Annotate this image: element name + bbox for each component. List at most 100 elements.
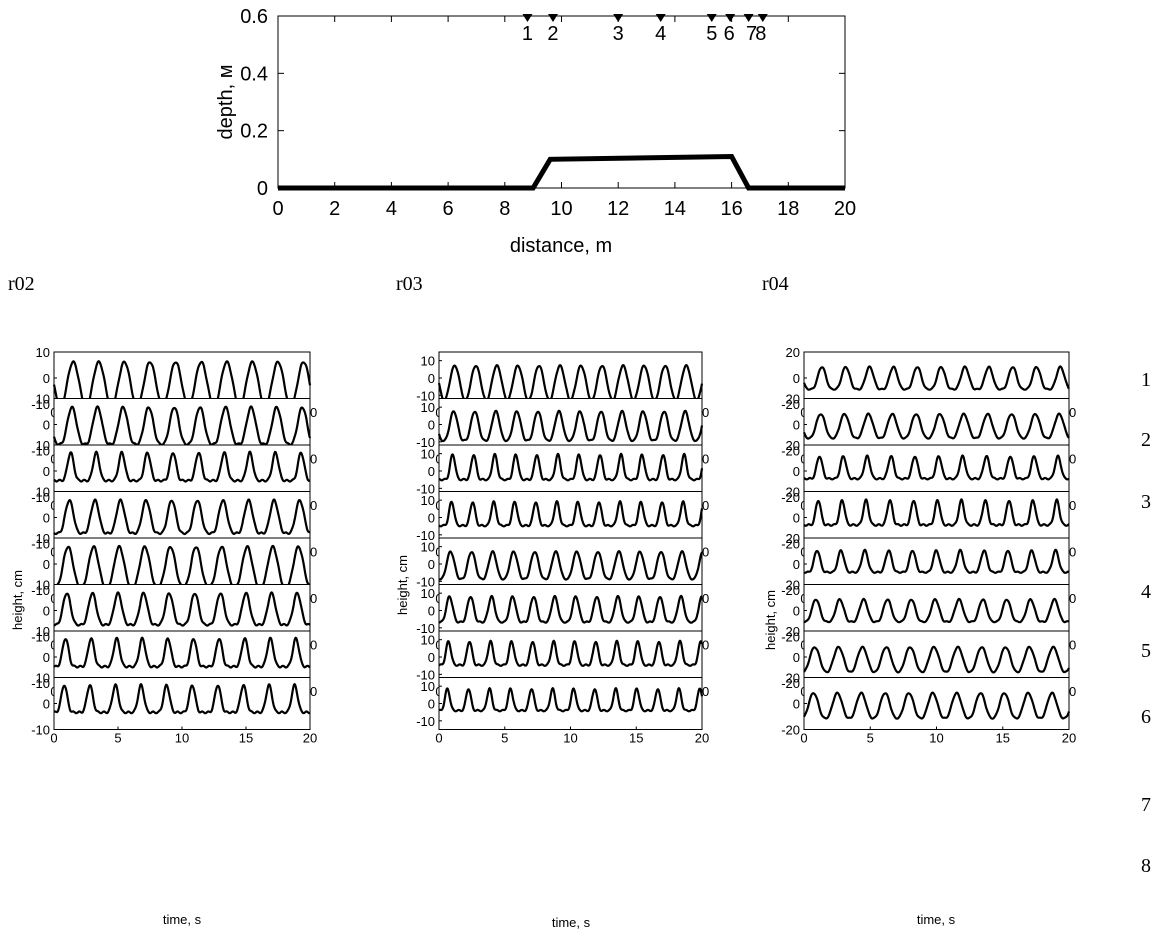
- y-tick-label: 10: [36, 345, 50, 360]
- profile-y-tick-label: 0.6: [240, 6, 268, 28]
- wave-record-line: [53, 450, 311, 483]
- y-tick-label: 0: [793, 650, 800, 665]
- y-tick-label: 0: [428, 418, 435, 433]
- y-tick-label: -10: [416, 435, 435, 450]
- profile-x-tick-label: 16: [720, 198, 742, 220]
- r04-y-axis-label: height, cm: [763, 590, 778, 650]
- y-tick-label: 0: [43, 650, 50, 665]
- gauge-label: 4: [655, 23, 666, 45]
- y-tick-label: -20: [781, 583, 800, 598]
- y-tick-label: 0: [793, 418, 800, 433]
- row-label: 2: [1141, 429, 1151, 451]
- profile-y-tick-label: 0.4: [240, 63, 268, 85]
- y-tick-label: -10: [31, 537, 50, 552]
- wave-record-line: [802, 365, 1070, 391]
- panel-frame: [438, 398, 703, 451]
- y-tick-label: 20: [786, 671, 800, 686]
- r02-wave-records: 05101520-1001005101520-1001005101520-100…: [31, 345, 317, 746]
- y-tick-label: 10: [421, 493, 435, 508]
- y-tick-label: 0: [43, 418, 50, 433]
- wave-record-line: [803, 597, 1070, 624]
- y-tick-label: -10: [31, 490, 50, 505]
- panel-frame: [438, 537, 703, 591]
- y-tick-label: 0: [793, 511, 800, 526]
- gauge-marker: [725, 14, 736, 22]
- wave-record-line: [803, 691, 1071, 720]
- row-label: 7: [1141, 794, 1151, 816]
- profile-x-tick-label: 10: [550, 198, 572, 220]
- row-label: 1: [1141, 369, 1151, 391]
- gauge-label: 8: [755, 23, 766, 45]
- wave-record-line: [803, 645, 1070, 674]
- x-tick-label: 20: [1062, 731, 1076, 746]
- x-tick-label: 20: [695, 731, 709, 746]
- panel-frame: [53, 677, 311, 730]
- y-tick-label: -10: [31, 723, 50, 738]
- row-label: 6: [1141, 706, 1151, 728]
- wave-record-line: [438, 639, 704, 667]
- y-tick-label: 20: [786, 531, 800, 546]
- x-tick-label: 5: [114, 731, 121, 746]
- profile-x-axis-label: distance, m: [510, 235, 612, 257]
- panel-frame: [438, 351, 703, 405]
- y-tick-label: 20: [786, 392, 800, 407]
- y-tick-label: 0: [428, 650, 435, 665]
- panel-frame: [803, 537, 1070, 591]
- profile-x-tick-label: 20: [834, 198, 856, 220]
- row-label: 4: [1141, 581, 1151, 603]
- wave-record-line: [803, 548, 1070, 574]
- y-tick-label: 0: [428, 697, 435, 712]
- r03-x-axis-label: time, s: [552, 915, 591, 930]
- y-tick-label: 0: [43, 557, 50, 572]
- profile-x-tick-label: 6: [443, 198, 454, 220]
- y-tick-label: 0: [43, 697, 50, 712]
- profile-y-axis-label: depth, м: [215, 65, 237, 140]
- y-tick-label: 0: [428, 371, 435, 386]
- y-tick-label: 10: [421, 447, 435, 462]
- profile-x-tick-label: 18: [777, 198, 799, 220]
- r02-y-axis-label: height, cm: [10, 570, 25, 630]
- y-tick-label: -10: [416, 481, 435, 496]
- y-tick-label: 10: [36, 578, 50, 593]
- y-tick-label: 0: [793, 464, 800, 479]
- x-tick-label: 20: [303, 731, 317, 746]
- y-tick-label: -20: [781, 397, 800, 412]
- x-tick-label: 0: [800, 731, 807, 746]
- y-tick-label: -10: [416, 388, 435, 403]
- y-tick-label: 10: [421, 400, 435, 415]
- y-tick-label: -10: [31, 397, 50, 412]
- row-label: 8: [1141, 855, 1151, 877]
- wave-record-line: [438, 687, 704, 713]
- column-title-r03: r03: [396, 273, 423, 295]
- y-tick-label: 0: [43, 604, 50, 619]
- panel-frame: [803, 398, 1070, 451]
- wave-record-line: [53, 591, 311, 627]
- wave-record-line: [53, 636, 311, 669]
- panel-frame: [438, 491, 703, 544]
- r04-wave-records: 05101520-2002005101520-2002005101520-200…: [781, 345, 1076, 746]
- gauge-label: 2: [547, 23, 558, 45]
- wave-record-line: [438, 500, 704, 528]
- y-tick-label: -10: [31, 676, 50, 691]
- gauge-marker: [547, 14, 558, 22]
- panel-frame: [438, 584, 703, 637]
- y-tick-label: -10: [416, 667, 435, 682]
- y-tick-label: 10: [36, 438, 50, 453]
- x-tick-label: 5: [867, 731, 874, 746]
- r03-y-axis-label: height, cm: [395, 555, 410, 615]
- y-tick-label: 10: [421, 586, 435, 601]
- y-tick-label: -20: [781, 630, 800, 645]
- gauge-markers: 1 2 3 4 5 6 78: [522, 14, 768, 45]
- gauge-label: 7: [746, 23, 757, 45]
- wave-record-line: [53, 498, 311, 536]
- y-tick-label: -10: [416, 528, 435, 543]
- x-tick-label: 15: [996, 731, 1010, 746]
